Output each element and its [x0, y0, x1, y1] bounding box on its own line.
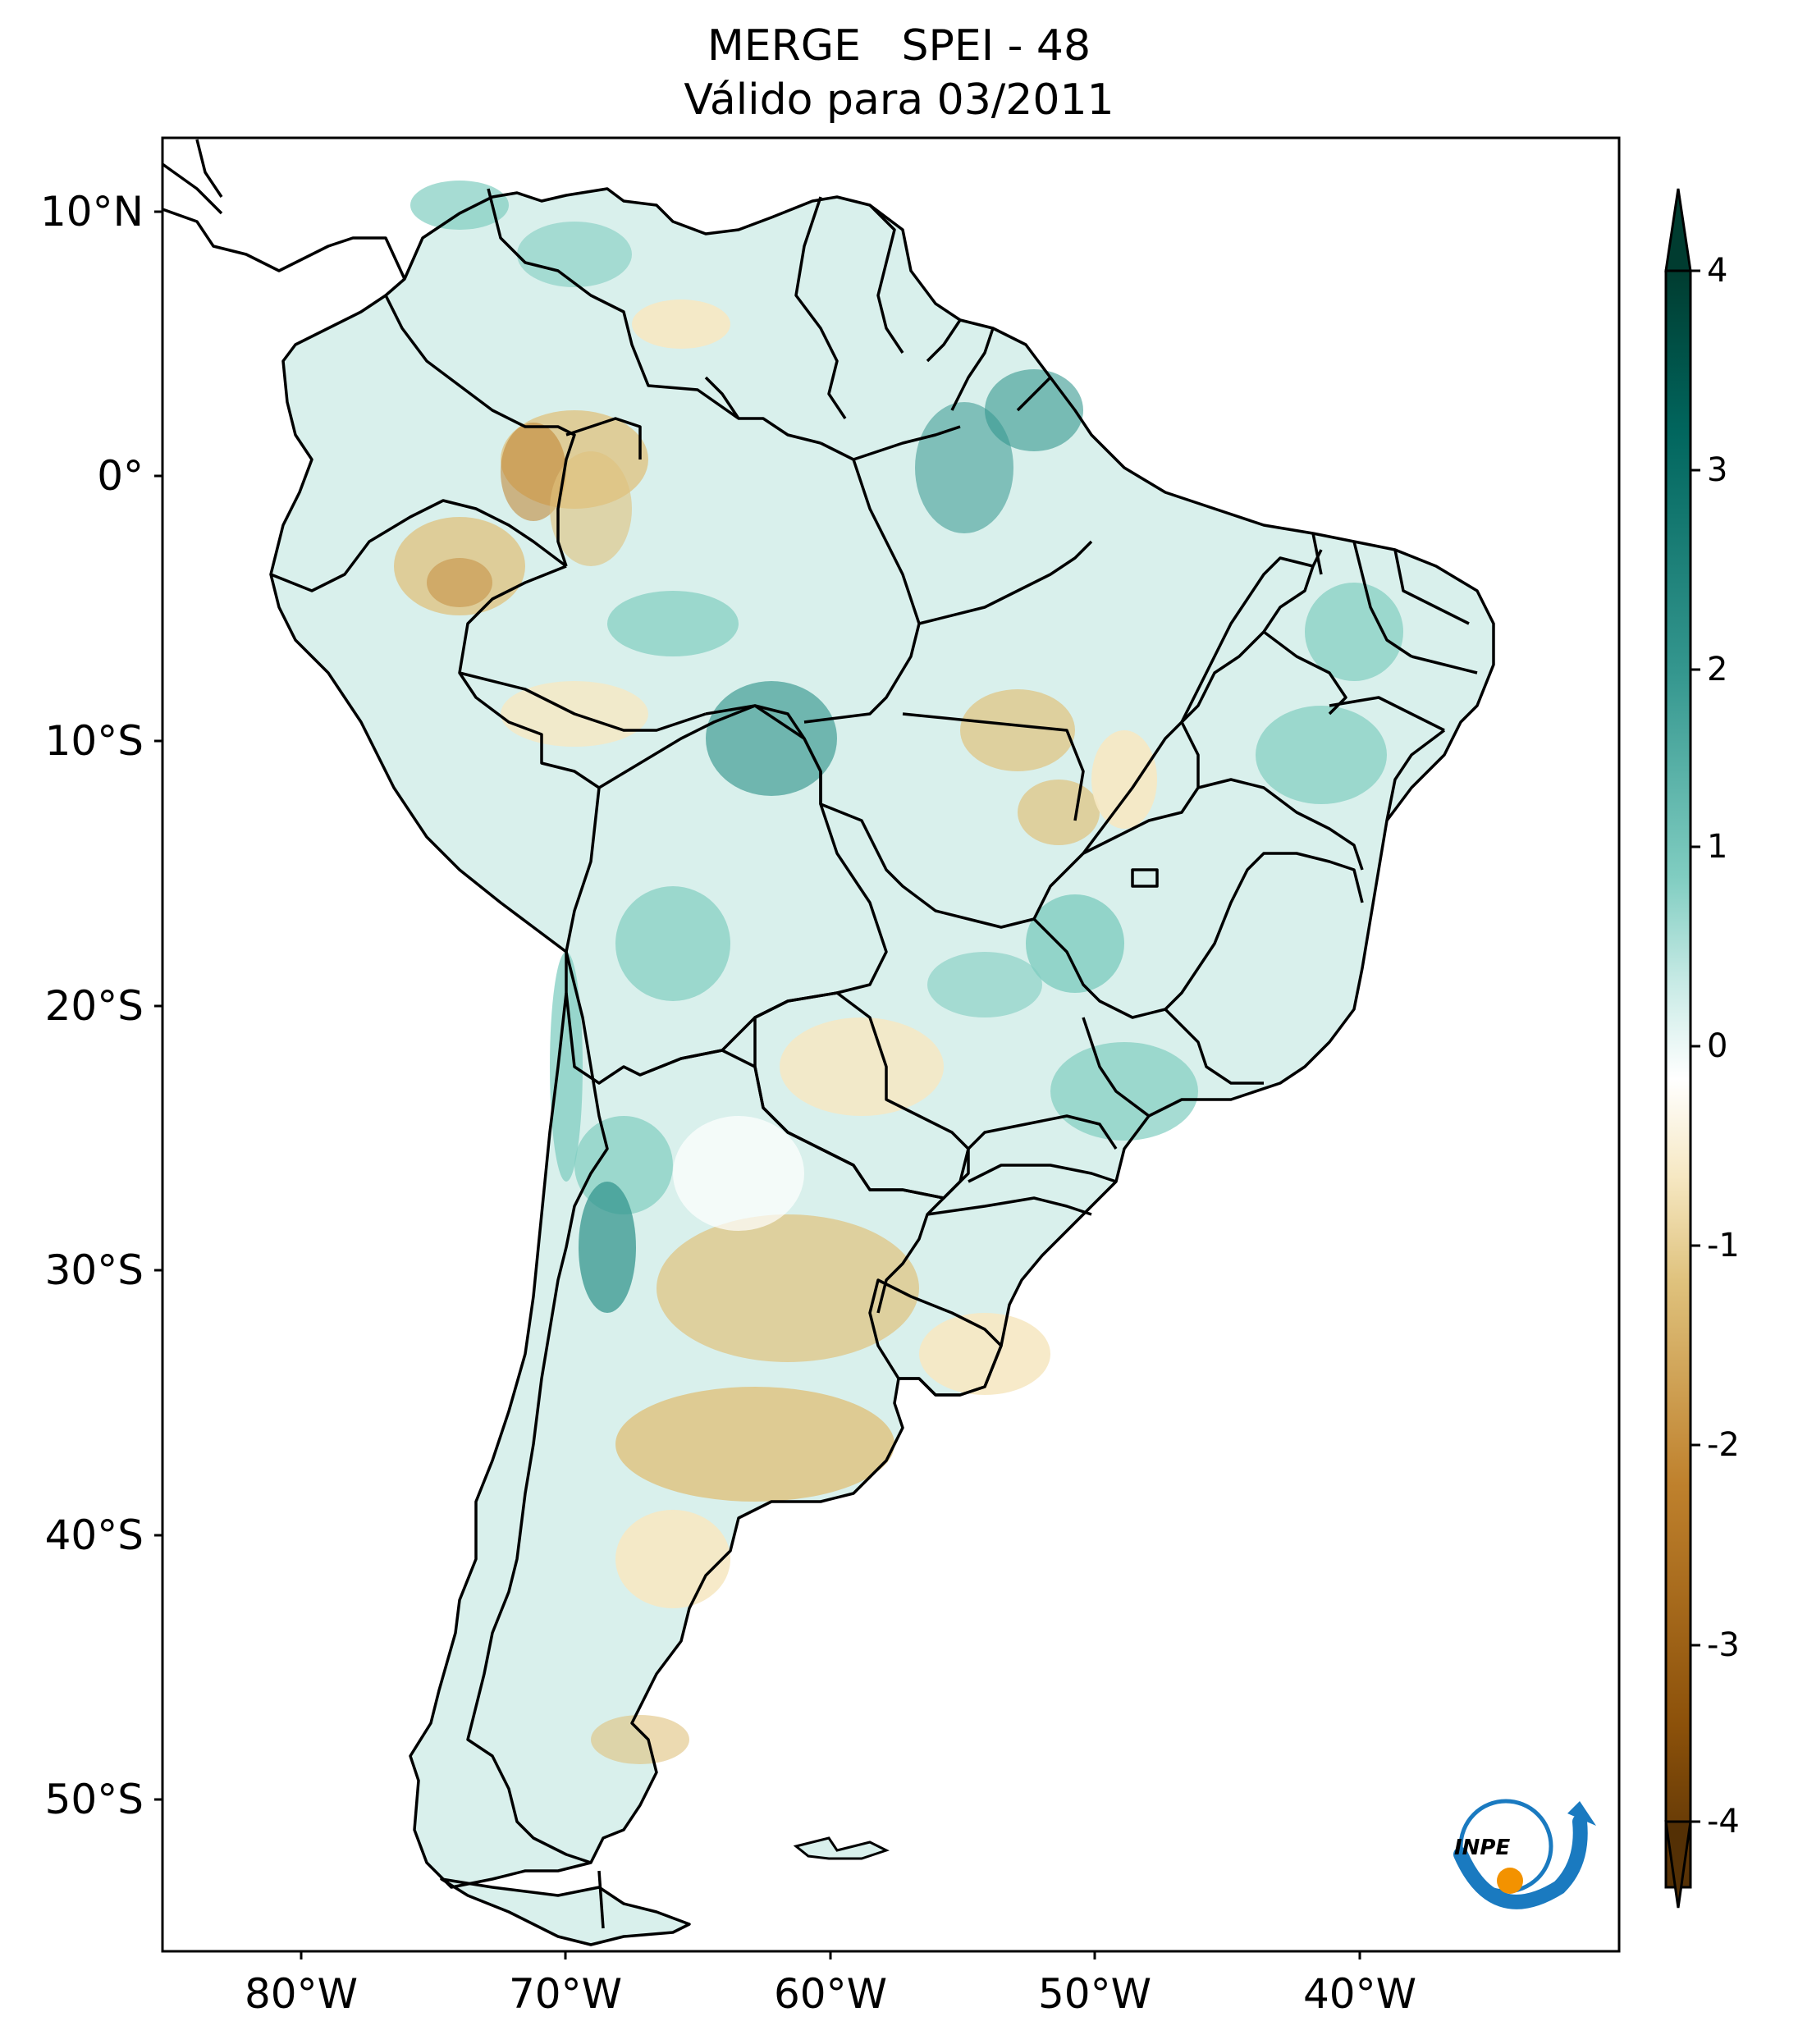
inpe-logo: INPE: [1453, 1799, 1596, 1909]
lon-label-70w: 70°W: [508, 1970, 623, 2018]
axis-ticks: [154, 210, 1361, 1959]
map-title-line1: MERGE SPEI - 48: [707, 21, 1091, 71]
lon-label-60w: 60°W: [773, 1970, 888, 2018]
colorbar-body: [1664, 269, 1692, 1889]
colorbar-label-2: 2: [1707, 651, 1728, 688]
lat-label-30s: 30°S: [44, 1246, 144, 1294]
colorbar-label-3: 3: [1707, 451, 1728, 489]
lon-label-50w: 50°W: [1037, 1970, 1152, 2018]
lon-label-80w: 80°W: [244, 1970, 359, 2018]
colorbar-extend-bottom: [1664, 1820, 1692, 1909]
lat-label-50s: 50°S: [44, 1776, 144, 1823]
colorbar-label-neg2: -2: [1707, 1426, 1740, 1464]
lon-label-40w: 40°W: [1302, 1970, 1417, 2018]
lat-label-0: 0°: [97, 452, 144, 500]
lat-label-10s: 10°S: [44, 717, 144, 765]
colorbar-label-neg4: -4: [1707, 1803, 1740, 1841]
colorbar-label-neg1: -1: [1707, 1227, 1740, 1264]
colorbar-extend-top: [1664, 188, 1692, 272]
continent-shading: [271, 181, 1494, 1945]
country-borders: [161, 139, 1495, 1946]
colorbar-label-0: 0: [1707, 1027, 1728, 1065]
colorbar: [1664, 188, 1700, 1909]
inpe-logo-text: INPE: [1454, 1836, 1510, 1860]
lat-label-40s: 40°S: [44, 1511, 144, 1559]
colorbar-label-4: 4: [1707, 252, 1728, 290]
colorbar-label-neg3: -3: [1707, 1626, 1740, 1664]
lat-label-20s: 20°S: [44, 982, 144, 1030]
map-title-line2: Válido para 03/2011: [684, 75, 1114, 125]
lat-label-10n: 10°N: [39, 188, 144, 235]
colorbar-label-1: 1: [1707, 828, 1728, 866]
